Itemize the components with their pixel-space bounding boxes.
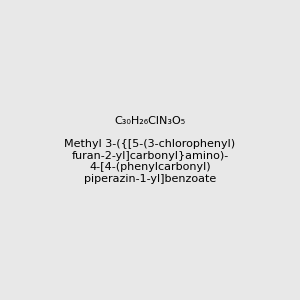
- Text: C₃₀H₂₆ClN₃O₅

Methyl 3-({[5-(3-chlorophenyl)
furan-2-yl]carbonyl}amino)-
4-[4-(p: C₃₀H₂₆ClN₃O₅ Methyl 3-({[5-(3-chlorophen…: [64, 116, 236, 184]
